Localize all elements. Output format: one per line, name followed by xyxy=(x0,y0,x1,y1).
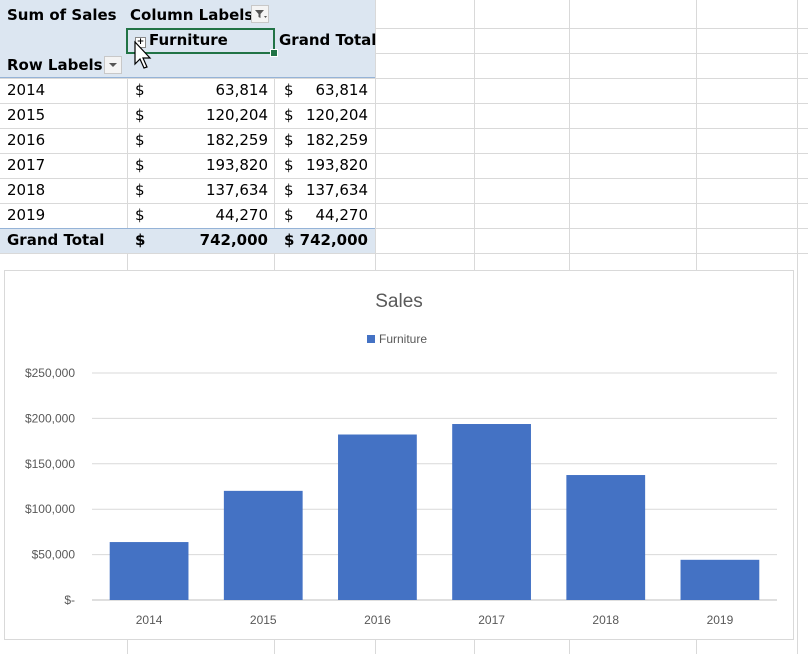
fill-handle[interactable] xyxy=(270,49,278,57)
currency-symbol: $ xyxy=(135,181,145,199)
row-label[interactable]: 2016 xyxy=(7,131,46,149)
row-gridline xyxy=(0,53,808,54)
y-axis-labels: $- $50,000 $100,000 $150,000 $200,000 $250,00… xyxy=(25,366,75,607)
row-label[interactable]: 2014 xyxy=(7,81,46,99)
y-tick-label: $150,000 xyxy=(25,457,75,471)
furniture-value[interactable]: 63,814 xyxy=(215,81,269,99)
pivot-total-band xyxy=(0,228,375,253)
bar-2015[interactable] xyxy=(223,490,303,600)
grand-total-row-label[interactable]: Grand Total xyxy=(7,231,105,249)
pivot-chart[interactable]: Sales Furniture $- $50,000 $100,000 $150,00… xyxy=(4,270,794,640)
mouse-cursor-icon xyxy=(134,40,152,69)
row-label[interactable]: 2019 xyxy=(7,206,46,224)
bar-series[interactable] xyxy=(109,424,760,600)
currency-symbol: $ xyxy=(135,231,146,249)
currency-symbol: $ xyxy=(284,231,295,249)
pivot-value-header[interactable]: Sum of Sales xyxy=(7,6,117,24)
column-labels-header[interactable]: Column Labels xyxy=(130,6,254,24)
y-tick-label: $- xyxy=(64,593,75,607)
currency-symbol: $ xyxy=(135,131,145,149)
row-gridline xyxy=(0,203,808,204)
currency-symbol: $ xyxy=(284,206,294,224)
furniture-value[interactable]: 193,820 xyxy=(205,156,268,174)
row-gridline xyxy=(0,128,808,129)
furniture-value[interactable]: 120,204 xyxy=(205,106,268,124)
currency-symbol: $ xyxy=(284,156,294,174)
pivot-header-border xyxy=(0,77,375,78)
chart-title[interactable]: Sales xyxy=(375,291,423,312)
bar-2017[interactable] xyxy=(452,424,531,600)
row-gridline xyxy=(0,153,808,154)
grand-total-value[interactable]: 742,000 xyxy=(299,231,368,249)
furniture-value[interactable]: 182,259 xyxy=(205,131,268,149)
chart-gridlines xyxy=(92,372,777,601)
row-labels-header[interactable]: Row Labels xyxy=(7,56,103,74)
row-gridline xyxy=(0,228,808,229)
furniture-value[interactable]: 137,634 xyxy=(205,181,268,199)
currency-symbol: $ xyxy=(135,206,145,224)
x-tick-label: 2017 xyxy=(478,613,505,627)
row-gridline xyxy=(0,28,808,29)
currency-symbol: $ xyxy=(284,81,294,99)
currency-symbol: $ xyxy=(135,156,145,174)
row-filter-button[interactable] xyxy=(104,56,122,74)
row-gridline xyxy=(0,253,808,254)
x-tick-label: 2014 xyxy=(136,613,163,627)
y-tick-label: $200,000 xyxy=(25,411,75,425)
filter-icon xyxy=(255,10,267,18)
total-value[interactable]: 120,204 xyxy=(305,106,368,124)
chart-canvas: Sales Furniture $- $50,000 $100,000 $150,00… xyxy=(25,291,777,627)
currency-symbol: $ xyxy=(284,106,294,124)
x-axis-labels: 2014 2015 2016 2017 2018 2019 xyxy=(136,613,734,627)
x-tick-label: 2015 xyxy=(250,613,277,627)
furniture-value[interactable]: 44,270 xyxy=(215,206,269,224)
grand-total-furniture-value[interactable]: 742,000 xyxy=(199,231,268,249)
chevron-down-icon xyxy=(109,63,117,67)
row-label[interactable]: 2018 xyxy=(7,181,46,199)
bar-2016[interactable] xyxy=(338,434,417,600)
x-tick-label: 2019 xyxy=(707,613,734,627)
total-value[interactable]: 137,634 xyxy=(305,181,368,199)
bar-2019[interactable] xyxy=(680,559,760,600)
pivot-header-band xyxy=(0,0,375,78)
row-gridline xyxy=(0,178,808,179)
row-label[interactable]: 2015 xyxy=(7,106,46,124)
grand-total-column-header[interactable]: Grand Total xyxy=(279,31,377,49)
total-value[interactable]: 63,814 xyxy=(315,81,369,99)
x-tick-label: 2016 xyxy=(364,613,391,627)
currency-symbol: $ xyxy=(135,81,145,99)
currency-symbol: $ xyxy=(284,131,294,149)
furniture-label: Furniture xyxy=(149,31,228,49)
pivot-total-border xyxy=(0,228,375,229)
legend-entry[interactable]: Furniture xyxy=(379,332,427,346)
y-tick-label: $100,000 xyxy=(25,502,75,516)
bar-2014[interactable] xyxy=(109,542,189,600)
total-value[interactable]: 44,270 xyxy=(315,206,369,224)
bar-2018[interactable] xyxy=(566,475,646,600)
y-tick-label: $250,000 xyxy=(25,366,75,380)
y-tick-label: $50,000 xyxy=(32,548,76,562)
row-gridline xyxy=(0,78,808,79)
total-value[interactable]: 193,820 xyxy=(305,156,368,174)
legend-swatch xyxy=(367,335,375,343)
currency-symbol: $ xyxy=(284,181,294,199)
total-value[interactable]: 182,259 xyxy=(305,131,368,149)
x-tick-label: 2018 xyxy=(592,613,619,627)
row-gridline xyxy=(0,103,808,104)
currency-symbol: $ xyxy=(135,106,145,124)
column-filter-button[interactable] xyxy=(251,5,269,23)
col-gridline xyxy=(797,0,798,654)
selected-cell[interactable] xyxy=(126,28,275,54)
row-label[interactable]: 2017 xyxy=(7,156,46,174)
